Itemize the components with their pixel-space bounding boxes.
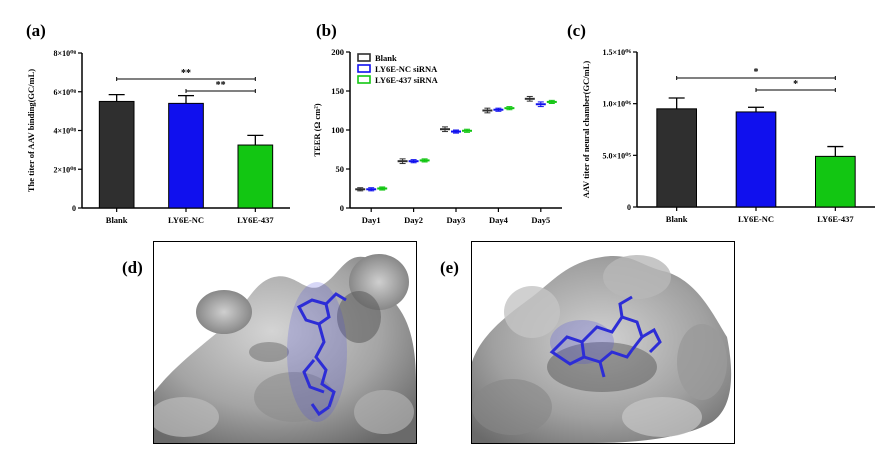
legend-label: LY6E-437 siRNA <box>375 75 439 85</box>
chart-c-neural-chamber: 0 5.0×10⁰⁵ 1.0×10⁰⁶ 1.5×10⁰⁶ AAV titer of ne… <box>581 48 875 224</box>
panel-label-c: (c) <box>567 21 586 40</box>
y-tick-label: 5.0×10⁰⁵ <box>603 151 632 160</box>
y-tick-label: 150 <box>331 86 344 96</box>
x-tick-label: Day5 <box>531 215 550 225</box>
panel-label-d: (d) <box>122 258 143 277</box>
panel-label-b: (b) <box>316 21 337 40</box>
y-tick-label: 2×10⁰⁸ <box>54 165 77 174</box>
y-axis-label: The titer of AAV binding(GC/mL) <box>26 69 36 192</box>
significance-label: * <box>793 79 798 90</box>
bar-ly6e-437 <box>815 155 856 208</box>
x-tick-label: Blank <box>106 215 128 225</box>
protein-surface-e <box>472 255 732 443</box>
panel-label-a: (a) <box>26 21 46 40</box>
legend-swatch <box>357 75 371 84</box>
x-tick-label: LY6E-NC <box>738 214 774 224</box>
y-tick-label: 4×10⁰⁸ <box>54 127 77 136</box>
x-tick-label: Day4 <box>489 215 509 225</box>
x-tick-label: Day2 <box>404 215 423 225</box>
significance-label: ** <box>181 68 191 79</box>
docking-image-d <box>153 241 417 444</box>
legend-label: LY6E-NC siRNA <box>375 64 438 74</box>
y-tick-label: 0 <box>72 204 76 213</box>
panel-label-e: (e) <box>440 258 459 277</box>
bar-ly6e-437 <box>237 144 274 209</box>
legend-swatch <box>357 64 371 73</box>
y-tick-label: 0 <box>340 203 344 213</box>
x-tick-label: Day3 <box>447 215 466 225</box>
ligand-e <box>549 295 662 378</box>
chart-a-aav-binding: 0 2×10⁰⁸ 4×10⁰⁸ 6×10⁰⁸ 8×10⁰⁸ The titer of AA… <box>26 49 290 225</box>
bar-blank <box>98 100 135 209</box>
bar-ly6e-nc <box>168 102 204 209</box>
significance-label: * <box>754 67 759 78</box>
y-tick-label: 1.0×10⁰⁶ <box>603 100 632 109</box>
y-tick-label: 8×10⁰⁸ <box>54 49 77 58</box>
x-tick-label: LY6E-NC <box>168 215 204 225</box>
x-tick-label: LY6E-437 <box>237 215 274 225</box>
y-tick-label: 1.5×10⁰⁶ <box>603 48 632 57</box>
x-tick-label: Day1 <box>362 215 381 225</box>
y-tick-label: 50 <box>336 164 345 174</box>
bar-blank <box>656 108 698 208</box>
y-tick-label: 200 <box>331 47 344 57</box>
docking-image-e <box>471 241 735 444</box>
x-tick-label: Blank <box>666 214 688 224</box>
y-tick-label: 6×10⁰⁸ <box>54 88 77 97</box>
ligand-d <box>296 292 347 417</box>
y-axis-label: AAV titer of neural chamber(GC/mL) <box>581 61 591 199</box>
legend-label: Blank <box>375 53 397 63</box>
significance-label: ** <box>216 80 226 91</box>
bar-ly6e-nc <box>735 111 777 208</box>
y-tick-label: 100 <box>331 125 344 135</box>
y-tick-label: 0 <box>627 203 631 212</box>
legend-swatch <box>357 53 371 62</box>
x-tick-label: LY6E-437 <box>817 214 854 224</box>
chart-b-teer: 0 50 100 150 200 TEER (Ω cm²) Day1 Day2 Day3 Day4… <box>312 47 562 225</box>
y-axis-label: TEER (Ω cm²) <box>312 103 322 156</box>
protein-surface-d <box>154 254 416 443</box>
